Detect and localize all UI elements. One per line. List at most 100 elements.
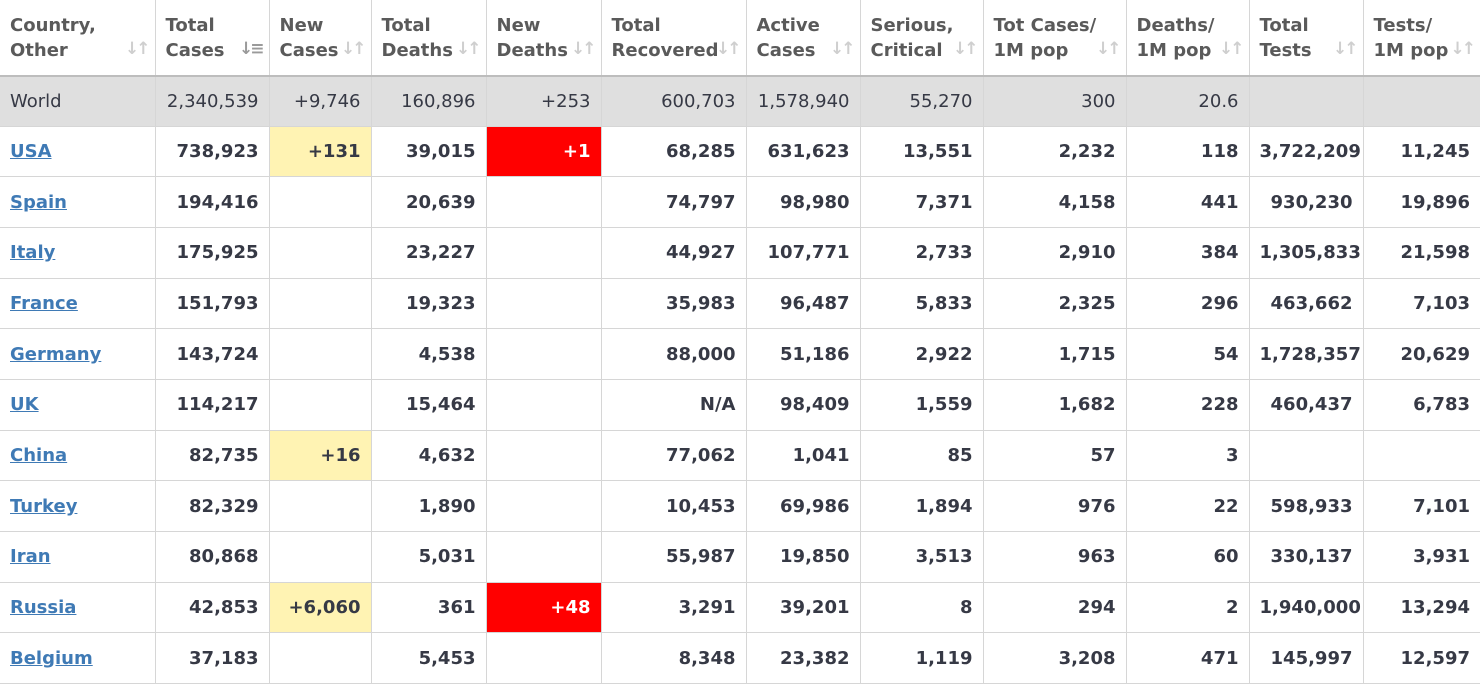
sort-arrows-icon[interactable]: ↓↑ <box>830 39 855 59</box>
cell-tests-per-1m: 20,629 <box>1362 328 1480 380</box>
country-link[interactable]: China <box>10 444 68 466</box>
country-link[interactable]: France <box>10 292 78 314</box>
column-header-deaths-per-1m[interactable]: Deaths/1M pop ↓↑ <box>1125 0 1250 77</box>
column-header-label: Tests/1M pop <box>1373 14 1449 61</box>
cell-active-cases: 69,986 <box>745 480 861 532</box>
cell-total-cases: 82,329 <box>154 480 270 532</box>
cell-deaths-per-1m: 296 <box>1125 277 1250 330</box>
cell-tests-per-1m: 11,245 <box>1362 125 1480 178</box>
cell-tot-cases-per-1m: 300 <box>982 75 1127 127</box>
country-link[interactable]: UK <box>10 394 39 416</box>
cell-country: World <box>0 75 156 127</box>
cell-total-tests: 1,728,357 <box>1248 328 1364 380</box>
cell-total-recovered: 88,000 <box>600 328 747 380</box>
cell-total-deaths: 4,632 <box>370 429 487 482</box>
cell-country: UK <box>0 378 156 431</box>
cell-total-tests: 463,662 <box>1248 277 1364 330</box>
cell-serious-critical: 5,833 <box>859 277 984 330</box>
cell-new-deaths: +1 <box>485 125 602 178</box>
cell-new-deaths <box>485 531 602 583</box>
sort-arrows-icon[interactable]: ↓↑ <box>456 39 481 59</box>
cell-total-cases: 175,925 <box>154 226 270 279</box>
sort-arrows-icon[interactable]: ↓↑ <box>341 39 366 59</box>
sort-arrows-icon[interactable]: ↓↑ <box>1219 39 1244 59</box>
cell-total-cases: 42,853 <box>154 581 270 634</box>
cell-total-recovered: 8,348 <box>600 632 747 684</box>
cell-deaths-per-1m: 22 <box>1125 480 1250 532</box>
cell-total-cases: 151,793 <box>154 277 270 330</box>
cell-total-recovered: 3,291 <box>600 581 747 634</box>
cell-total-tests: 1,305,833 <box>1248 226 1364 279</box>
column-header-total-deaths[interactable]: Total Deaths ↓↑ <box>370 0 487 77</box>
sort-arrows-icon[interactable]: ↓↑ <box>1333 39 1358 59</box>
cell-serious-critical: 1,119 <box>859 632 984 684</box>
cell-active-cases: 631,623 <box>745 125 861 178</box>
cell-total-deaths: 1,890 <box>370 480 487 532</box>
country-link[interactable]: Turkey <box>10 495 78 517</box>
cell-country: China <box>0 429 156 482</box>
cell-serious-critical: 2,733 <box>859 226 984 279</box>
cell-country: Belgium <box>0 632 156 684</box>
country-link[interactable]: Russia <box>10 597 77 619</box>
column-header-total-cases[interactable]: Total Cases ↓≡ <box>154 0 270 77</box>
column-header-country[interactable]: Country, Other ↓↑ <box>0 0 156 77</box>
cell-total-cases: 37,183 <box>154 632 270 684</box>
cell-new-deaths <box>485 328 602 380</box>
cell-total-recovered: 44,927 <box>600 226 747 279</box>
cell-tests-per-1m: 12,597 <box>1362 632 1480 684</box>
cell-active-cases: 98,980 <box>745 176 861 228</box>
column-header-new-cases[interactable]: New Cases ↓↑ <box>268 0 372 77</box>
column-header-new-deaths[interactable]: New Deaths ↓↑ <box>485 0 602 77</box>
cell-tests-per-1m: 21,598 <box>1362 226 1480 279</box>
column-header-label: Total Tests <box>1259 14 1312 61</box>
cell-new-deaths <box>485 480 602 532</box>
column-header-tot-cases-per-1m[interactable]: Tot Cases/1M pop ↓↑ <box>982 0 1127 77</box>
country-link[interactable]: USA <box>10 140 52 162</box>
column-header-active-cases[interactable]: Active Cases ↓↑ <box>745 0 861 77</box>
sort-arrows-icon[interactable]: ↓↑ <box>571 39 596 59</box>
cell-serious-critical: 7,371 <box>859 176 984 228</box>
country-row: Germany 143,724 4,538 88,000 51,186 2,922 1,71… <box>0 328 1480 380</box>
sort-arrows-icon[interactable]: ↓≡ <box>239 39 264 59</box>
cell-new-cases <box>268 226 372 279</box>
sort-arrows-icon[interactable]: ↓↑ <box>716 39 741 59</box>
cell-total-deaths: 160,896 <box>370 75 487 127</box>
sort-arrows-icon[interactable]: ↓↑ <box>1096 39 1121 59</box>
sort-arrows-icon[interactable]: ↓↑ <box>1450 39 1476 59</box>
cell-active-cases: 1,578,940 <box>745 75 861 127</box>
country-link[interactable]: Germany <box>10 343 102 365</box>
cell-total-deaths: 5,453 <box>370 632 487 684</box>
cell-tot-cases-per-1m: 2,325 <box>982 277 1127 330</box>
cell-tot-cases-per-1m: 1,682 <box>982 378 1127 431</box>
column-header-label: Total Cases <box>165 14 225 61</box>
sort-arrows-icon[interactable]: ↓↑ <box>125 39 150 59</box>
cell-active-cases: 19,850 <box>745 531 861 583</box>
cell-deaths-per-1m: 20.6 <box>1125 75 1250 127</box>
sort-arrows-icon[interactable]: ↓↑ <box>953 39 978 59</box>
column-header-total-recovered[interactable]: Total Recovered ↓↑ <box>600 0 747 77</box>
column-header-tests-per-1m[interactable]: Tests/1M pop ↓↑ <box>1362 0 1480 77</box>
cell-tot-cases-per-1m: 976 <box>982 480 1127 532</box>
column-header-serious-critical[interactable]: Serious, Critical ↓↑ <box>859 0 984 77</box>
cell-new-cases: +6,060 <box>268 581 372 634</box>
column-header-total-tests[interactable]: Total Tests ↓↑ <box>1248 0 1364 77</box>
country-link[interactable]: Belgium <box>10 647 93 669</box>
cell-total-deaths: 5,031 <box>370 531 487 583</box>
cell-country: Turkey <box>0 480 156 532</box>
cell-total-recovered: 68,285 <box>600 125 747 178</box>
cell-deaths-per-1m: 2 <box>1125 581 1250 634</box>
cell-deaths-per-1m: 228 <box>1125 378 1250 431</box>
country-link[interactable]: Iran <box>10 546 51 568</box>
cell-total-tests <box>1248 429 1364 482</box>
cell-total-deaths: 361 <box>370 581 487 634</box>
cell-total-recovered: 600,703 <box>600 75 747 127</box>
cell-country: Italy <box>0 226 156 279</box>
country-link[interactable]: Italy <box>10 242 56 264</box>
cell-tot-cases-per-1m: 1,715 <box>982 328 1127 380</box>
country-link[interactable]: Spain <box>10 191 67 213</box>
column-header-label: New Deaths <box>496 14 568 61</box>
cell-total-recovered: 35,983 <box>600 277 747 330</box>
cell-tests-per-1m: 19,896 <box>1362 176 1480 228</box>
cell-total-deaths: 19,323 <box>370 277 487 330</box>
cell-serious-critical: 3,513 <box>859 531 984 583</box>
